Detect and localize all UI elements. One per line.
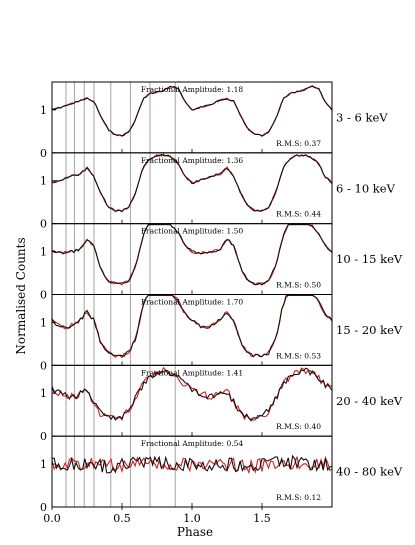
y-tick-label: 0	[40, 147, 47, 160]
panel-0: 0 1 Fractional Amplitude: 1.18 R.M.S: 0.37 3…	[40, 81, 388, 160]
y-tick-label: 1	[40, 458, 47, 471]
rms-label: R.M.S: 0.53	[276, 351, 321, 360]
y-tick-label: 0	[40, 501, 47, 514]
x-tick-label: 1.5	[253, 512, 271, 525]
y-tick-label: 1	[40, 246, 47, 259]
energy-band-label: 3 - 6 keV	[336, 110, 388, 124]
fractional-amplitude-label: Fractional Amplitude: 1.41	[141, 368, 243, 377]
profile-series-black	[51, 454, 333, 474]
y-tick-label: 1	[40, 316, 47, 329]
y-tick-label: 1	[40, 387, 47, 400]
y-tick-label: 0	[40, 359, 47, 372]
rms-label: R.M.S: 0.40	[276, 422, 321, 431]
profile-series-black	[51, 223, 333, 286]
y-tick-label: 1	[40, 175, 47, 188]
fractional-amplitude-label: Fractional Amplitude: 1.50	[141, 227, 244, 236]
y-tick-label: 0	[40, 430, 47, 443]
energy-band-label: 20 - 40 keV	[336, 394, 403, 408]
energy-band-label: 40 - 80 keV	[336, 465, 403, 479]
fractional-amplitude-label: Fractional Amplitude: 1.18	[141, 85, 244, 94]
x-tick-label: 1.0	[183, 512, 201, 525]
x-tick-label: 0.0	[43, 512, 61, 525]
fractional-amplitude-label: Fractional Amplitude: 0.54	[141, 439, 244, 448]
x-tick-label: 0.5	[113, 512, 131, 525]
y-tick-label: 0	[40, 218, 47, 231]
x-axis: 0.0 0.5 1.0 1.5	[43, 507, 271, 525]
y-axis-label: Normalised Counts	[14, 237, 28, 354]
profile-series-black	[51, 85, 333, 137]
panel-4: 0 1 Fractional Amplitude: 1.41 R.M.S: 0.40 2…	[40, 364, 403, 443]
y-tick-label: 0	[40, 289, 47, 302]
y-tick-label: 1	[40, 104, 47, 117]
profile-series-black	[51, 294, 333, 358]
profile-series-red	[51, 366, 333, 422]
panel-1: 0 1 Fractional Amplitude: 1.36 R.M.S: 0.44 6…	[40, 152, 396, 231]
profile-series-black	[51, 153, 333, 213]
panel-2: 0 1 Fractional Amplitude: 1.50 R.M.S: 0.50 1…	[40, 223, 403, 302]
energy-band-label: 10 - 15 keV	[336, 252, 403, 266]
rms-label: R.M.S: 0.12	[276, 493, 321, 502]
rms-label: R.M.S: 0.37	[276, 139, 321, 148]
energy-band-label: 15 - 20 keV	[336, 323, 403, 337]
rms-label: R.M.S: 0.44	[276, 210, 321, 219]
rms-label: R.M.S: 0.50	[276, 281, 321, 290]
x-axis-label: Phase	[177, 525, 213, 539]
fractional-amplitude-label: Fractional Amplitude: 1.36	[141, 156, 244, 165]
panel-3: 0 1 Fractional Amplitude: 1.70 R.M.S: 0.53 1…	[40, 294, 403, 372]
profile-series-black	[51, 367, 333, 422]
panel-5: 0 1 Fractional Amplitude: 0.54 R.M.S: 0.12 4…	[40, 435, 403, 514]
fractional-amplitude-label: Fractional Amplitude: 1.70	[141, 298, 244, 307]
energy-band-label: 6 - 10 keV	[336, 181, 396, 195]
panels-group: 0 1 Fractional Amplitude: 1.18 R.M.S: 0.37 3…	[40, 81, 403, 514]
